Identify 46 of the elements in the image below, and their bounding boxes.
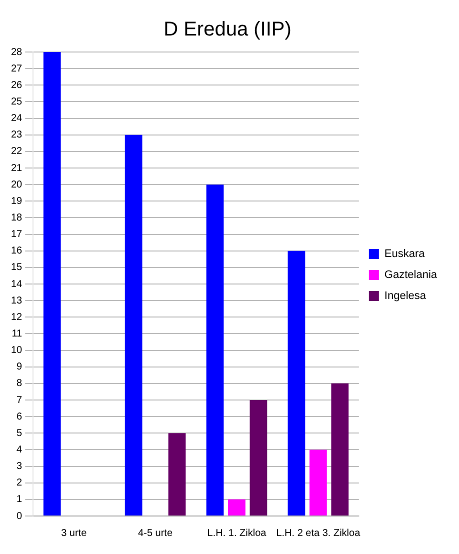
bar <box>124 134 142 516</box>
bar <box>250 400 268 516</box>
y-tick-label: 25 <box>11 96 23 108</box>
y-tick-label: 14 <box>11 278 23 290</box>
y-tick-label: 4 <box>16 444 23 456</box>
y-tick-label: 10 <box>11 345 23 356</box>
bar <box>310 450 327 516</box>
bar <box>43 52 61 516</box>
y-tick-label: 7 <box>16 394 23 406</box>
bar <box>331 383 349 516</box>
x-tick-label: 3 urte <box>61 528 88 539</box>
y-tick-label: 21 <box>11 162 23 174</box>
x-tick-label: 4-5 urte <box>138 528 173 539</box>
legend-label: Ingelesa <box>384 290 427 302</box>
bar <box>288 250 306 516</box>
chart-title: D Eredua (IIP) <box>164 18 292 41</box>
bar <box>206 184 224 516</box>
y-tick-label: 8 <box>16 378 23 390</box>
x-tick-label: L.H. 2 eta 3. Zikloa <box>276 528 361 539</box>
y-tick-label: 1 <box>16 494 23 506</box>
legend-label: Euskara <box>384 248 426 260</box>
bar <box>228 499 246 516</box>
y-tick-label: 18 <box>11 212 23 224</box>
y-tick-label: 16 <box>11 246 23 257</box>
y-tick-label: 24 <box>11 113 23 124</box>
y-tick-label: 2 <box>16 478 23 489</box>
y-tick-label: 9 <box>16 362 23 373</box>
y-tick-label: 11 <box>12 328 23 340</box>
y-tick-label: 5 <box>16 428 23 439</box>
y-tick-label: 27 <box>11 63 23 74</box>
y-tick-label: 22 <box>11 146 23 158</box>
y-tick-label: 3 <box>16 461 23 472</box>
x-tick-label: L.H. 1. Zikloa <box>207 528 267 539</box>
y-tick-label: 12 <box>11 312 23 323</box>
y-tick-label: 6 <box>16 411 23 422</box>
bar <box>168 433 186 516</box>
y-tick-label: 0 <box>16 510 23 522</box>
legend-label: Gaztelania <box>384 269 438 282</box>
y-tick-label: 13 <box>11 295 23 306</box>
y-tick-label: 19 <box>11 196 23 207</box>
y-tick-label: 15 <box>11 262 23 274</box>
y-tick-label: 23 <box>11 130 23 141</box>
y-tick-label: 26 <box>11 80 23 91</box>
y-tick-label: 20 <box>11 179 23 190</box>
y-tick-label: 28 <box>11 46 23 58</box>
y-tick-label: 17 <box>11 229 23 240</box>
